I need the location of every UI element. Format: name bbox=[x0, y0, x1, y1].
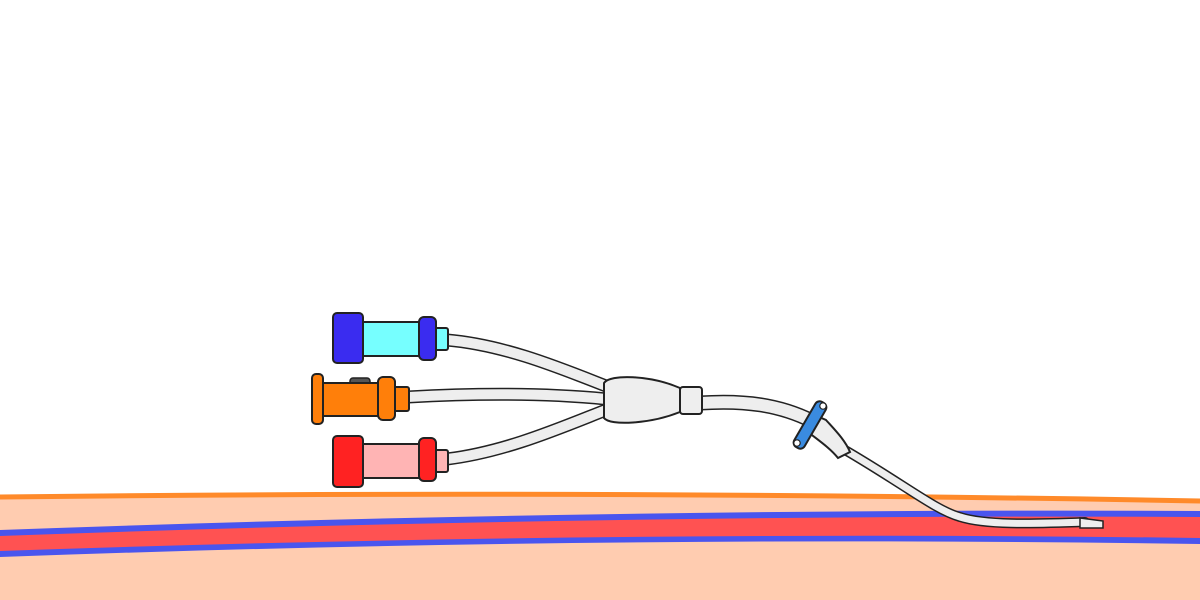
port-proximal-cap bbox=[332, 312, 364, 364]
port-medial bbox=[311, 373, 410, 425]
suture-hole-lower bbox=[793, 439, 801, 447]
skin-surface-line bbox=[0, 491, 1200, 504]
port-medial-body bbox=[319, 382, 383, 417]
port-distal-collar bbox=[418, 437, 437, 482]
port-medial-cap bbox=[311, 373, 324, 425]
vessel-blood bbox=[0, 516, 1200, 551]
suture-wing bbox=[792, 400, 852, 460]
port-distal bbox=[332, 435, 449, 488]
port-proximal-collar bbox=[418, 316, 437, 361]
port-medial-collar bbox=[377, 376, 396, 421]
blood-vessel bbox=[0, 510, 1200, 557]
port-proximal bbox=[332, 312, 449, 364]
port-distal-body bbox=[359, 443, 423, 479]
hub-collar bbox=[679, 386, 703, 415]
junction-hub bbox=[603, 376, 703, 424]
catheter-tip bbox=[1079, 517, 1104, 529]
port-distal-cap bbox=[332, 435, 364, 488]
catheter-tubes bbox=[407, 333, 1104, 529]
suture-hole-upper bbox=[819, 402, 827, 410]
port-proximal-body bbox=[359, 321, 423, 357]
